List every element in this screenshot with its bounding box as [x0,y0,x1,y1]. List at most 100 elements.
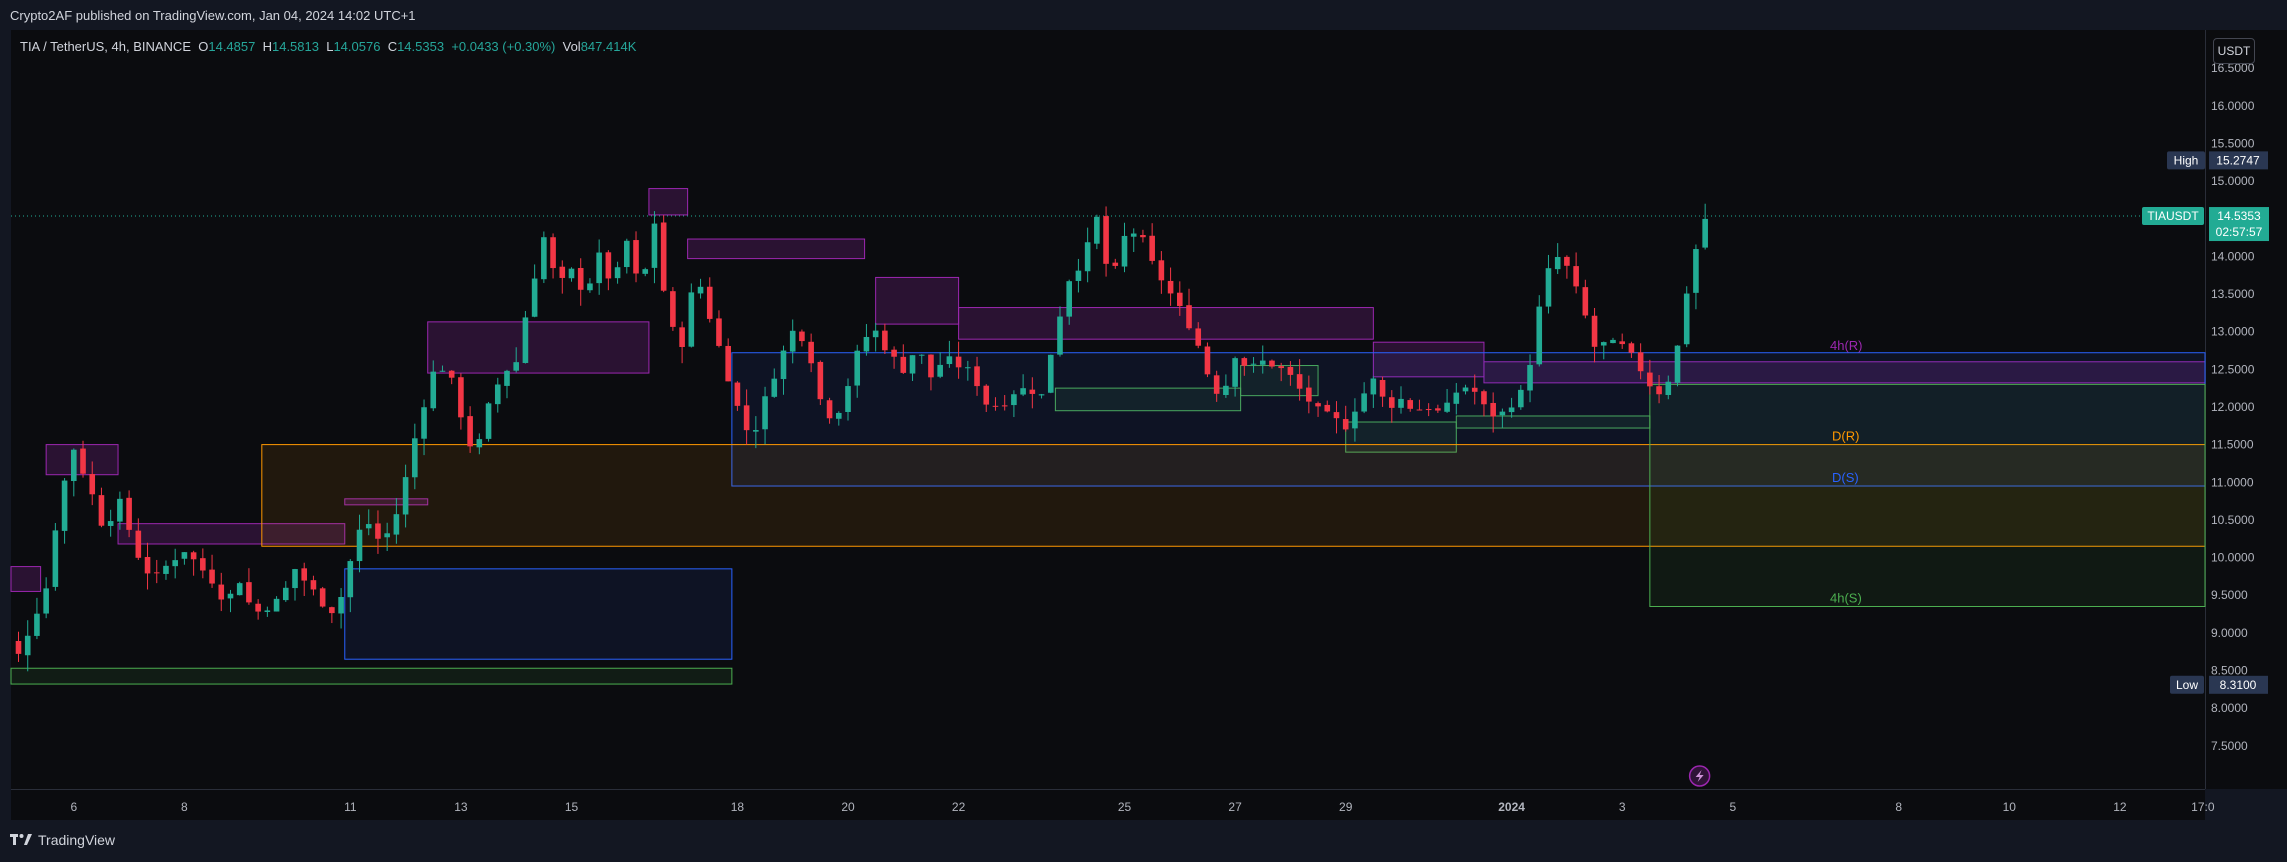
candle-body [255,603,261,612]
candle-body [1315,403,1321,407]
candle-body [153,572,160,574]
close-value: 14.5353 [397,39,445,54]
candle-body [15,640,22,654]
candle-body [144,557,151,574]
candle-body [421,407,427,439]
candle-body [1444,402,1450,412]
candle-body [1665,381,1672,395]
candle-body [1462,387,1469,392]
countdown-value: 02:57:57 [2216,225,2263,239]
y-tick-label: 8.0000 [2211,701,2248,715]
candle-body [1149,235,1155,261]
candle-body [1038,394,1045,396]
candle-body [872,330,879,338]
symbol-tag: TIAUSDT [2147,209,2199,223]
candle-body [282,587,289,601]
high-tag-label-box [2167,151,2205,170]
y-axis: 7.5000 8.0000 8.5000 9.0000 9.5000 10.0000 10.… [2211,61,2255,753]
candle-body [1545,268,1552,307]
candle-body [1435,408,1441,411]
candle-body [52,530,59,587]
candle-body [633,240,639,274]
zone-demand [10,667,733,685]
candle-body [1296,374,1303,389]
x-tick-label: 15 [565,800,579,814]
high-tag-label: High [2174,153,2199,167]
candle-body [1647,372,1653,387]
candle-body [1582,287,1589,316]
candle-body [356,529,363,562]
candle-body [716,318,722,346]
candle-body [98,495,105,526]
labels-layer: 4h(R) D(R) D(S) 4h(S) [1830,338,1863,605]
candle-body [1029,389,1036,394]
candle-body [1001,405,1008,407]
y-tick-label: 8.5000 [2211,664,2248,678]
candle-body [1075,270,1082,281]
y-tick-label: 12.0000 [2211,400,2255,414]
candle-body [891,349,897,357]
candle-body [135,530,142,558]
candle-body [965,367,971,369]
candle-body [771,378,778,397]
candle-body [568,268,575,279]
candle-body [845,386,851,413]
candle-body [61,480,68,531]
candle-body [1278,366,1284,369]
candle-body [476,439,483,448]
candle-body [1011,394,1017,406]
candle-body [863,336,870,352]
chart-pane[interactable] [11,30,2205,789]
candle-body [1407,400,1414,409]
candle-body [1527,365,1533,391]
last-price-box [2209,207,2269,242]
candle-body [1186,305,1192,329]
candle-body [596,252,602,284]
price-tags: High 15.2747 Low 8.3100 TIAUSDT 14.5353 02:57:… [1688,151,2269,787]
candle-body [725,345,731,382]
y-tick-label: 13.5000 [2211,287,2255,301]
low-tag-value: 8.3100 [2220,678,2257,692]
candle-body [347,561,354,598]
time-axis[interactable] [11,789,2205,820]
candle-body [365,524,372,529]
candle-body [1388,397,1395,408]
candle-body [983,385,990,405]
candle-body [1259,360,1266,365]
candle-body [384,533,390,538]
currency-button[interactable]: USDT [2213,38,2255,64]
candle-body [1481,391,1487,405]
candle-body [1573,266,1579,287]
footer-brand-label: TradingView [38,832,116,848]
footer-brand[interactable]: TradingView [10,832,115,848]
candle-body [1656,386,1662,395]
candle-body [301,568,308,581]
candle-body [531,278,538,317]
candle-body [1020,388,1026,395]
candle-body [937,364,943,377]
candle-body [375,523,381,539]
low-label: L [326,39,334,54]
candle-body [338,596,344,614]
x-tick-label: 10 [2003,800,2017,814]
x-tick-label: 8 [1895,800,1902,814]
low-tag-value-box [2209,675,2268,694]
candle-body [1158,260,1165,281]
candle-body [1352,411,1358,429]
candle-body [1177,292,1183,307]
candle-body [909,355,916,374]
candle-body [1398,398,1404,408]
volume-value: 847.414K [580,39,637,54]
candle-body [1223,385,1229,396]
candle-body [854,350,861,386]
x-tick-label: 22 [952,800,966,814]
zone-supply [117,523,346,545]
candle-body [236,583,243,596]
candle-body [126,497,132,530]
candle-body [900,356,907,373]
zone-supply [648,188,689,216]
zone-supply [875,276,960,325]
candle-body [485,403,492,439]
candle-body [1112,262,1119,266]
